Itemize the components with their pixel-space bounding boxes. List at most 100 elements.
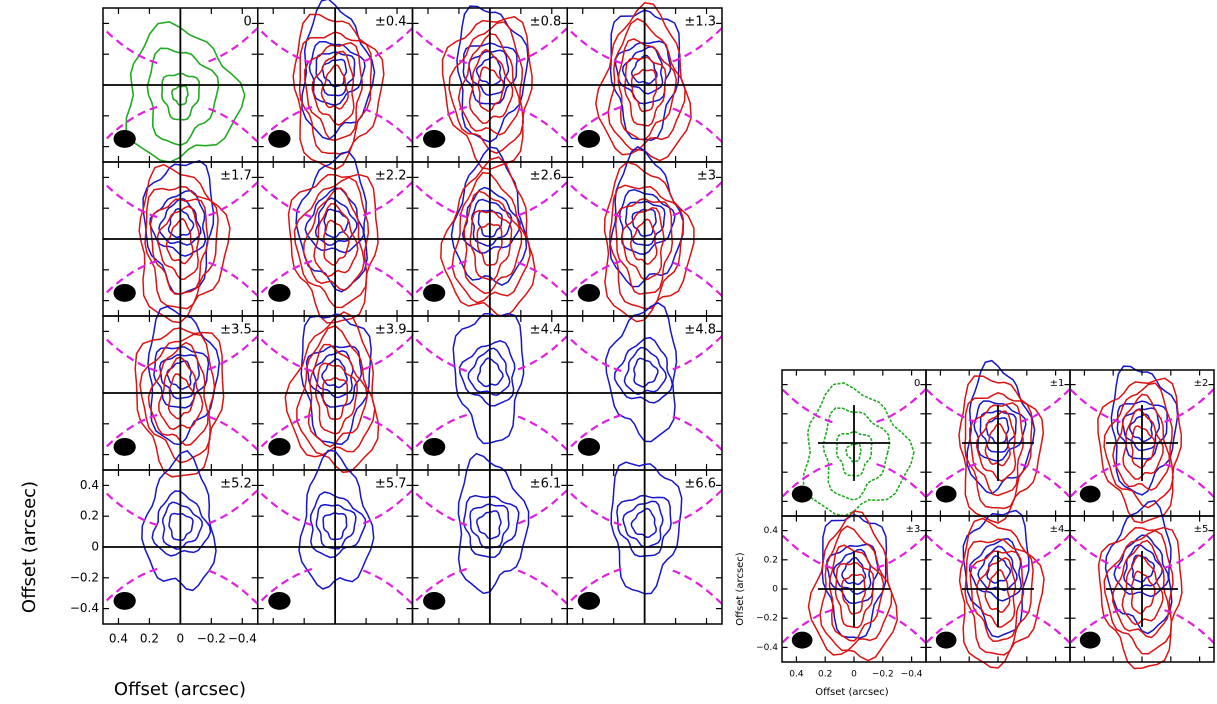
- cavity: [357, 181, 414, 219]
- cavity: [1163, 388, 1215, 424]
- beam: [423, 437, 446, 456]
- cavity: [357, 489, 414, 527]
- cavity: [1163, 462, 1215, 498]
- contour: [477, 66, 505, 112]
- contour: [147, 341, 209, 446]
- beam: [577, 129, 601, 148]
- contour: [835, 430, 873, 477]
- beam: [1079, 631, 1101, 649]
- contour: [607, 17, 686, 151]
- panel-label: ±2.2: [375, 168, 407, 183]
- cavity: [781, 608, 833, 644]
- contour: [1130, 570, 1156, 615]
- cavity: [512, 489, 569, 527]
- x-axis-label: Offset (arcsec): [114, 679, 246, 700]
- cavity: [512, 259, 569, 297]
- contour: [986, 555, 1012, 584]
- cavity: [875, 388, 927, 424]
- contour: [147, 305, 221, 446]
- contour: [1104, 499, 1173, 635]
- contour: [614, 198, 674, 295]
- panel: ±3: [781, 510, 927, 663]
- panel: ±3: [566, 145, 723, 323]
- x-tick-label: −0.2: [872, 670, 894, 680]
- contour: [322, 512, 348, 541]
- cavity: [257, 105, 313, 143]
- panel: ±3.9: [257, 311, 414, 474]
- contour: [300, 313, 372, 446]
- panel-label: ±4.8: [684, 322, 716, 337]
- contour: [969, 550, 1025, 642]
- y-tick-label: −0.4: [70, 601, 99, 615]
- x-tick-label: 0.4: [109, 632, 128, 646]
- contour: [1130, 425, 1156, 469]
- cavity: [1069, 534, 1121, 570]
- x-tick-label: 0: [851, 670, 857, 680]
- contour: [296, 324, 376, 456]
- contour: [451, 172, 531, 304]
- contour: [305, 345, 363, 408]
- y-tick-label: 0.2: [764, 555, 778, 565]
- contour: [984, 422, 1011, 467]
- contour: [323, 208, 350, 239]
- cavity: [667, 27, 723, 65]
- contour: [614, 40, 672, 105]
- panel-label: ±4.4: [530, 322, 562, 337]
- cavity: [1019, 462, 1071, 498]
- panel: ±1: [925, 359, 1071, 524]
- cavity: [411, 259, 468, 297]
- contour: [144, 185, 219, 310]
- panel: ±5: [1069, 499, 1215, 670]
- contour: [458, 340, 516, 407]
- contour: [167, 207, 195, 239]
- cavity: [1163, 608, 1215, 644]
- contour: [284, 311, 380, 474]
- contour: [1128, 413, 1153, 443]
- contour: [1122, 408, 1164, 480]
- contour: [631, 208, 657, 237]
- panel: ±0.4: [257, 0, 414, 171]
- beam: [113, 437, 136, 456]
- panel-label: ±5: [1194, 524, 1209, 535]
- cavity: [203, 181, 259, 219]
- cavity: [411, 489, 468, 527]
- cavity: [566, 181, 622, 219]
- contour: [134, 327, 225, 478]
- cavity: [357, 413, 414, 451]
- x-tick-label: −0.4: [228, 632, 257, 646]
- contour: [975, 410, 1017, 482]
- contour: [630, 507, 657, 538]
- y-tick-label: 0.4: [80, 478, 99, 492]
- contour: [141, 450, 217, 592]
- contour: [457, 32, 521, 136]
- cavity: [102, 489, 158, 527]
- contour: [828, 544, 885, 642]
- cavity: [102, 181, 158, 219]
- cavity: [781, 462, 833, 498]
- y-axis-label: Offset (arcsec): [19, 481, 40, 613]
- contour: [298, 449, 375, 590]
- contour: [322, 376, 349, 420]
- panel-label: ±6.6: [684, 476, 716, 491]
- x-tick-label: 0.4: [789, 670, 804, 680]
- contour: [312, 350, 354, 399]
- beam: [577, 437, 601, 456]
- beam: [423, 591, 446, 610]
- cavity: [781, 534, 833, 570]
- panel-label: 0: [243, 14, 251, 29]
- cavity: [875, 608, 927, 644]
- contour: [832, 548, 872, 595]
- contour: [165, 218, 194, 265]
- cavity: [1069, 462, 1121, 498]
- cavity: [203, 259, 259, 297]
- cavity: [512, 27, 569, 65]
- contour: [463, 190, 523, 295]
- beam: [113, 591, 136, 610]
- panel: 0: [781, 369, 927, 517]
- y-tick-label: −0.2: [756, 614, 778, 624]
- cavity: [667, 335, 723, 373]
- panel: ±2.2: [257, 150, 414, 324]
- cavity: [566, 567, 622, 605]
- contour: [603, 161, 695, 323]
- contour: [964, 391, 1033, 510]
